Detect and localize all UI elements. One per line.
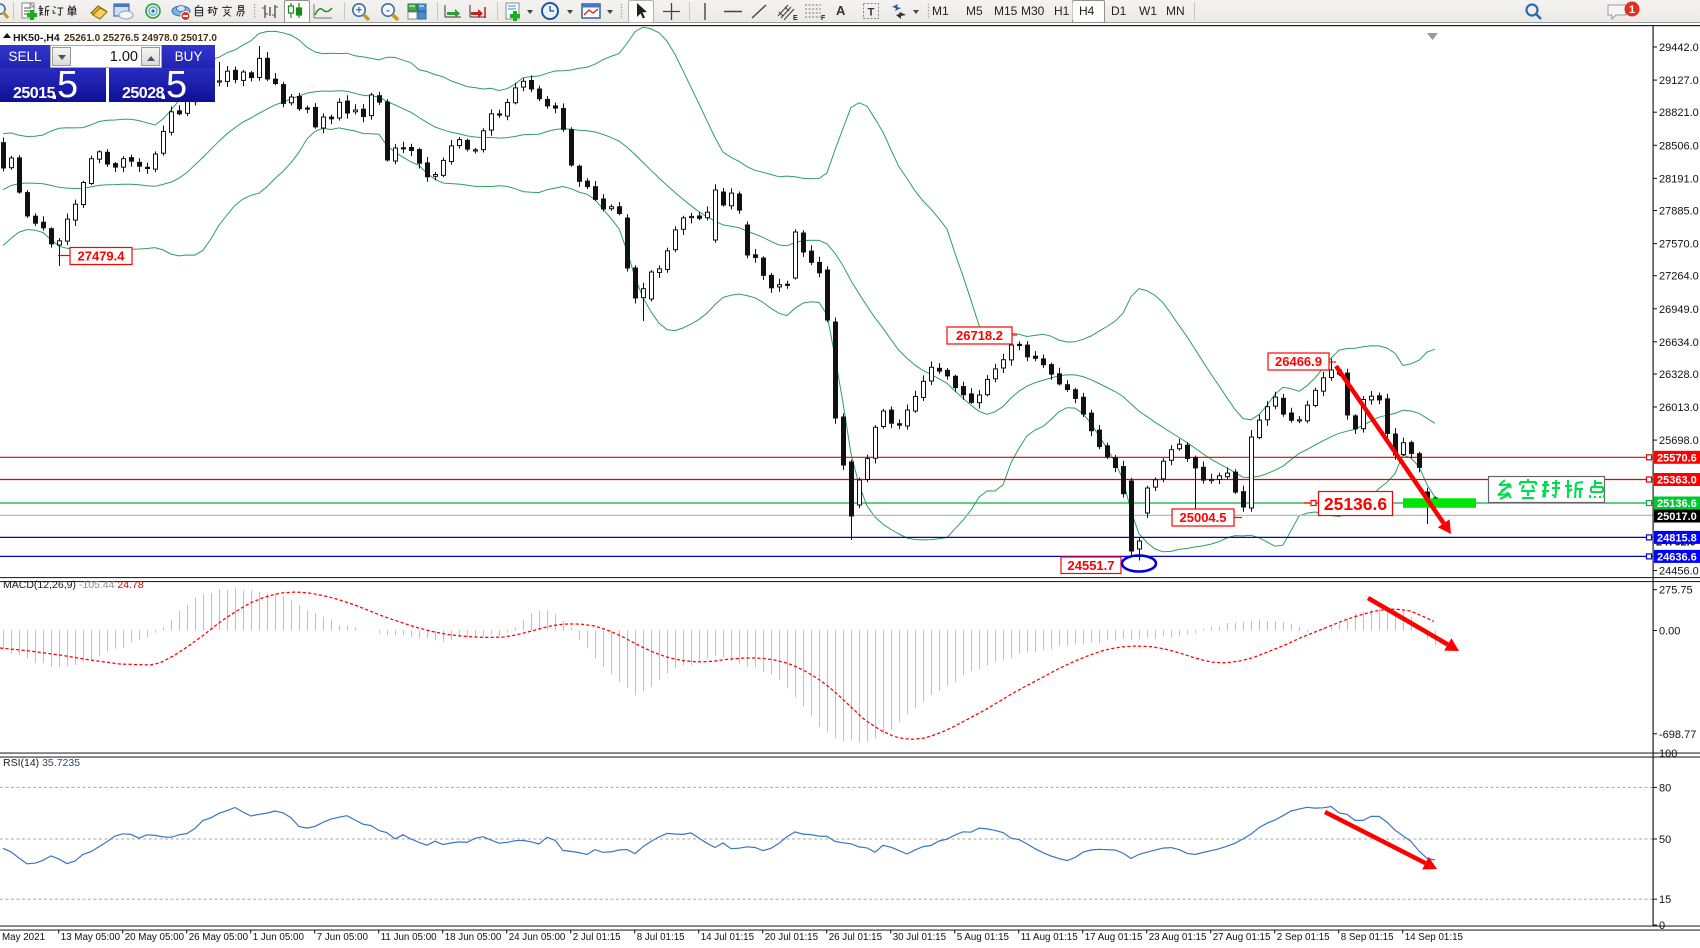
svg-text:2 Sep 01:15: 2 Sep 01:15 (1277, 932, 1330, 943)
svg-text:27479.4: 27479.4 (78, 249, 126, 264)
svg-text:13 May 05:00: 13 May 05:00 (61, 932, 121, 943)
svg-text:275.75: 275.75 (1659, 585, 1693, 597)
svg-text:17 Aug 01:15: 17 Aug 01:15 (1085, 932, 1143, 943)
svg-text:28821.0: 28821.0 (1659, 107, 1699, 119)
svg-text:24456.0: 24456.0 (1659, 566, 1699, 578)
svg-text:May 2021: May 2021 (2, 932, 45, 943)
svg-text:1 Jun 05:00: 1 Jun 05:00 (253, 932, 305, 943)
svg-text:25017.0: 25017.0 (1657, 511, 1697, 523)
svg-text:26634.0: 26634.0 (1659, 337, 1699, 349)
svg-text:27 Aug 01:15: 27 Aug 01:15 (1213, 932, 1271, 943)
svg-text:1: 1 (1629, 4, 1635, 16)
svg-text:100: 100 (1659, 748, 1677, 760)
svg-text:26 Jul 01:15: 26 Jul 01:15 (829, 932, 883, 943)
svg-text:26718.2: 26718.2 (956, 328, 1003, 343)
svg-text:28191.0: 28191.0 (1659, 173, 1699, 185)
svg-text:2 Jul 01:15: 2 Jul 01:15 (573, 932, 621, 943)
svg-text:27264.0: 27264.0 (1659, 271, 1699, 283)
svg-text:E: E (793, 15, 798, 21)
svg-text:26466.9: 26466.9 (1275, 354, 1322, 369)
svg-text:30 Jul 01:15: 30 Jul 01:15 (893, 932, 947, 943)
svg-text:50: 50 (1659, 834, 1671, 846)
svg-text:0.00: 0.00 (1659, 626, 1680, 638)
svg-text:7 Jun 05:00: 7 Jun 05:00 (317, 932, 369, 943)
svg-text:24 Jun 05:00: 24 Jun 05:00 (509, 932, 566, 943)
svg-text:0: 0 (1659, 920, 1665, 932)
svg-text:24815.8: 24815.8 (1657, 532, 1697, 544)
svg-text:-698.77: -698.77 (1659, 729, 1696, 741)
svg-text:25570.6: 25570.6 (1657, 452, 1697, 464)
svg-text:F: F (821, 15, 826, 21)
svg-text:14 Sep 01:15: 14 Sep 01:15 (1405, 932, 1464, 943)
svg-text:-: - (386, 5, 390, 17)
svg-text:25698.0: 25698.0 (1659, 435, 1699, 447)
svg-text:5 Aug 01:15: 5 Aug 01:15 (957, 932, 1010, 943)
svg-text:11 Jun 05:00: 11 Jun 05:00 (381, 932, 437, 943)
svg-text:29127.0: 29127.0 (1659, 75, 1699, 87)
svg-text:MACD(12,26,9) -105.44 24.78: MACD(12,26,9) -105.44 24.78 (3, 579, 144, 591)
svg-text:23 Aug 01:15: 23 Aug 01:15 (1149, 932, 1207, 943)
svg-text:26949.0: 26949.0 (1659, 304, 1699, 316)
svg-text:14 Jul 01:15: 14 Jul 01:15 (701, 932, 755, 943)
svg-text:80: 80 (1659, 782, 1671, 794)
svg-text:25261.0 25276.5 24978.0 25017.: 25261.0 25276.5 24978.0 25017.0 (64, 33, 217, 44)
svg-text:8 Sep 01:15: 8 Sep 01:15 (1341, 932, 1394, 943)
svg-text:28506.0: 28506.0 (1659, 140, 1699, 152)
svg-text:20 Jul 01:15: 20 Jul 01:15 (765, 932, 819, 943)
svg-text:26328.0: 26328.0 (1659, 369, 1699, 381)
svg-text:20 May 05:00: 20 May 05:00 (125, 932, 185, 943)
svg-text:27885.0: 27885.0 (1659, 206, 1699, 218)
svg-text:25363.0: 25363.0 (1657, 475, 1697, 487)
svg-text:RSI(14) 35.7235: RSI(14) 35.7235 (3, 757, 80, 769)
svg-text:24551.7: 24551.7 (1068, 558, 1115, 573)
svg-text:HK50-,H4: HK50-,H4 (13, 32, 60, 44)
svg-text:25004.5: 25004.5 (1180, 510, 1227, 525)
svg-text:18 Jun 05:00: 18 Jun 05:00 (445, 932, 502, 943)
svg-text:25136.6: 25136.6 (1324, 494, 1388, 514)
svg-text:27570.0: 27570.0 (1659, 239, 1699, 251)
svg-text:24636.6: 24636.6 (1657, 551, 1697, 563)
svg-text:T: T (868, 7, 875, 19)
svg-text:+: + (356, 5, 362, 17)
svg-text:11 Aug 01:15: 11 Aug 01:15 (1021, 932, 1079, 943)
svg-text:26 May 05:00: 26 May 05:00 (189, 932, 249, 943)
svg-text:15: 15 (1659, 894, 1671, 906)
svg-text:8 Jul 01:15: 8 Jul 01:15 (637, 932, 685, 943)
svg-text:26013.0: 26013.0 (1659, 402, 1699, 414)
svg-text:25136.6: 25136.6 (1657, 498, 1697, 510)
svg-text:29442.0: 29442.0 (1659, 42, 1699, 54)
